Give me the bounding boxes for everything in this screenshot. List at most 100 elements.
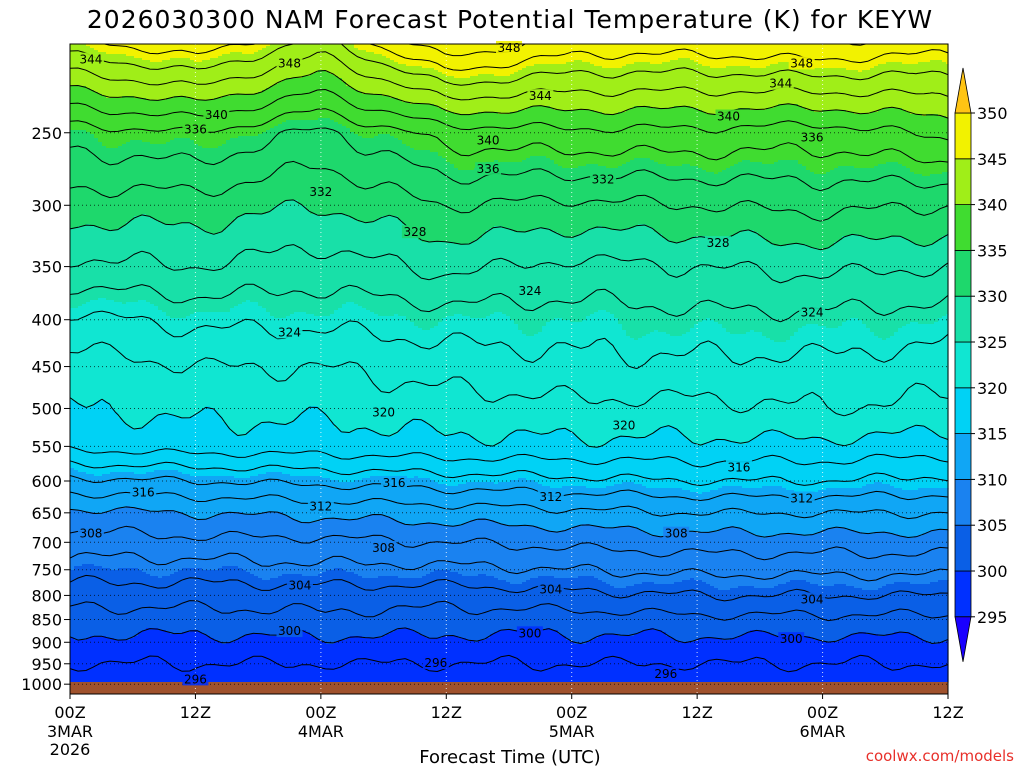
theta-fill-cell [190, 60, 195, 99]
theta-fill-cell [882, 108, 887, 165]
theta-fill-cell [434, 524, 439, 571]
theta-fill-cell [510, 44, 515, 75]
theta-fill-cell [418, 578, 423, 635]
theta-fill-cell [622, 588, 627, 637]
theta-fill-cell [858, 114, 863, 169]
theta-fill-cell [818, 44, 823, 69]
theta-fill-cell [594, 526, 599, 579]
theta-fill-cell [590, 64, 595, 111]
colorbar-band [954, 295, 972, 343]
theta-fill-cell [646, 488, 651, 535]
theta-fill-cell [814, 492, 819, 535]
theta-fill-cell [522, 44, 527, 69]
theta-fill-cell [246, 54, 251, 95]
theta-fill-cell [210, 476, 215, 519]
theta-fill-cell [662, 164, 667, 239]
theta-fill-cell [266, 422, 271, 473]
contour-label: 348 [790, 56, 813, 70]
theta-fill-cell [734, 234, 739, 335]
theta-fill-cell [750, 44, 755, 69]
theta-fill-cell [70, 510, 75, 571]
theta-fill-cell [606, 114, 611, 169]
theta-fill-cell [798, 494, 803, 535]
theta-fill-cell [446, 44, 451, 77]
theta-fill-cell [174, 634, 179, 683]
theta-fill-cell [366, 478, 371, 517]
theta-fill-cell [762, 110, 767, 165]
theta-fill-cell [886, 584, 891, 635]
credit-text[interactable]: coolwx.com/models [866, 747, 1014, 765]
theta-fill-cell [934, 114, 939, 175]
theta-fill-cell [734, 528, 739, 589]
theta-fill-cell [266, 312, 271, 423]
theta-fill-cell [338, 640, 343, 683]
theta-fill-cell [578, 486, 583, 527]
theta-fill-cell [298, 630, 303, 683]
theta-fill-cell [314, 406, 319, 477]
theta-fill-cell [458, 78, 463, 115]
theta-fill-cell [646, 62, 651, 107]
theta-fill-cell [454, 486, 459, 527]
theta-fill-cell [782, 104, 787, 161]
theta-fill-cell [310, 406, 315, 477]
theta-fill-cell [398, 64, 403, 101]
theta-fill-cell [354, 520, 359, 575]
theta-fill-cell [770, 44, 775, 65]
theta-fill-cell [550, 44, 555, 65]
theta-fill-cell [690, 642, 695, 683]
theta-fill-cell [882, 64, 887, 109]
theta-fill-cell [114, 98, 119, 149]
theta-fill-cell [890, 108, 895, 163]
theta-fill-cell [254, 94, 259, 137]
theta-fill-cell [674, 106, 679, 167]
theta-fill-cell [374, 578, 379, 639]
theta-fill-cell [470, 318, 475, 437]
theta-fill-cell [222, 54, 227, 97]
theta-fill-cell [710, 172, 715, 239]
theta-fill-cell [326, 478, 331, 519]
colorbar-tick-label: 330 [977, 287, 1008, 306]
colorbar-tick-label: 325 [977, 333, 1008, 352]
theta-fill-cell [678, 582, 683, 643]
theta-fill-cell [578, 166, 583, 235]
contour-label-bg [778, 632, 805, 646]
theta-fill-cell [558, 110, 563, 167]
contour-label-bg [276, 56, 303, 70]
theta-fill-cell [714, 174, 719, 241]
theta-fill-cell [890, 584, 895, 635]
y-tick-label: 250 [31, 124, 62, 143]
theta-fill-cell [914, 114, 919, 175]
theta-fill-cell [330, 480, 335, 519]
contour-label: 304 [801, 592, 824, 606]
theta-fill-cell [738, 334, 743, 445]
contour-298 [69, 654, 949, 673]
theta-fill-cell [594, 638, 599, 683]
theta-fill-cell [710, 320, 715, 441]
theta-fill-cell [390, 60, 395, 99]
theta-fill-cell [858, 72, 863, 115]
theta-fill-cell [530, 634, 535, 683]
theta-fill-cell [694, 444, 699, 493]
colorbar-band [954, 570, 972, 618]
theta-fill-cell [78, 130, 83, 227]
theta-fill-cell [218, 642, 223, 683]
theta-fill-cell [126, 506, 131, 569]
theta-fill-cell [554, 318, 559, 431]
theta-fill-cell [870, 44, 875, 69]
theta-fill-cell [770, 536, 775, 589]
theta-fill-cell [442, 74, 447, 111]
theta-fill-cell [218, 44, 223, 57]
theta-fill-cell [394, 62, 399, 99]
theta-fill-cell [478, 574, 483, 641]
theta-fill-cell [394, 314, 399, 435]
theta-fill-cell [746, 532, 751, 587]
theta-fill-cell [910, 44, 915, 65]
theta-fill-cell [206, 148, 211, 233]
theta-fill-cell [898, 108, 903, 165]
theta-fill-cell [726, 44, 731, 67]
theta-fill-cell [410, 44, 415, 67]
theta-fill-cell [666, 166, 671, 241]
theta-fill-cell [454, 78, 459, 115]
theta-fill-cell [610, 44, 615, 69]
theta-fill-cell [278, 634, 283, 683]
